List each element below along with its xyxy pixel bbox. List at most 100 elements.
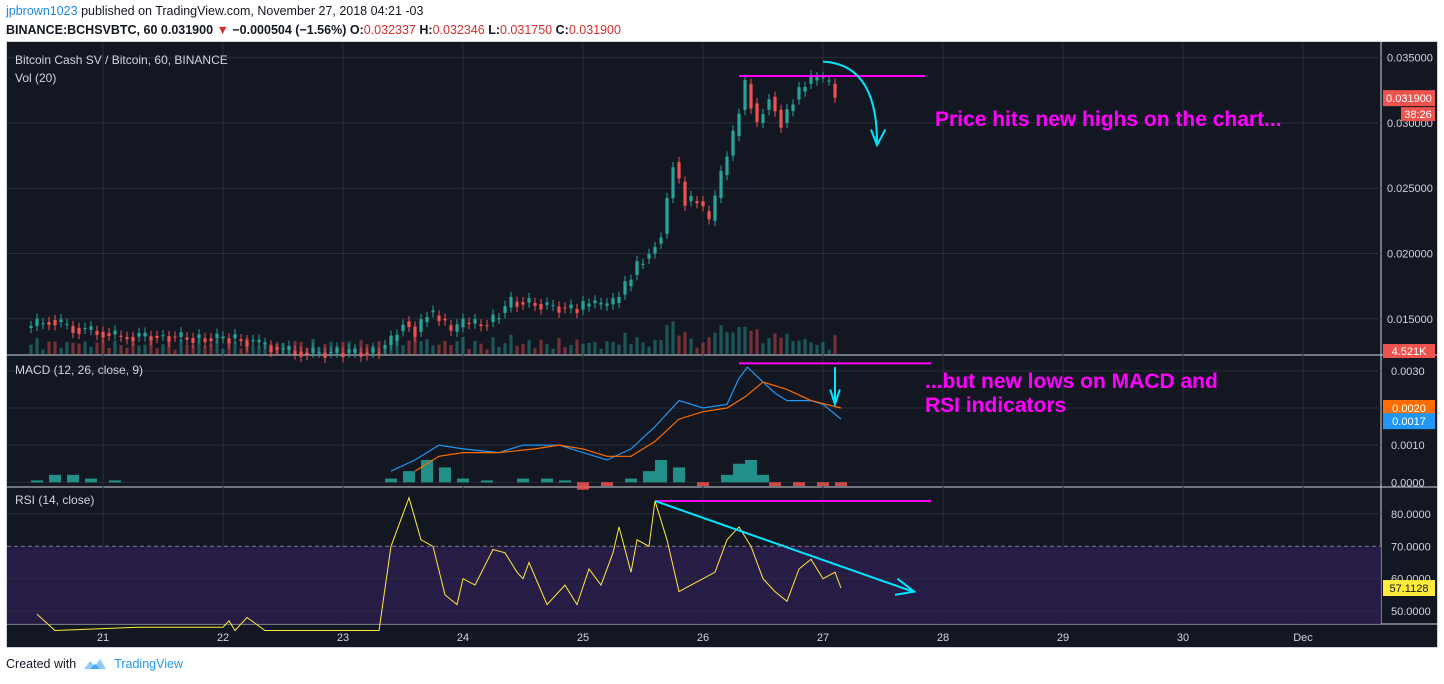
candle-body [575,308,579,314]
candle-body [119,335,123,337]
tradingview-link[interactable]: TradingView [114,657,183,671]
signal-line [414,381,842,472]
candle-body [545,302,549,305]
created-with-text: Created with [6,657,77,671]
macd-histogram-bar [643,471,655,483]
symbol-label: BINANCE:BCHSVBTC, 60 [6,23,158,37]
volume-badge [1383,344,1435,358]
high-label: H: [419,23,433,37]
volume-bar [653,339,657,354]
candle-body [467,322,471,325]
rsi-trend-arrow [654,500,914,593]
candle-body [317,352,321,354]
candle-body [833,83,837,98]
volume-bar [671,321,675,354]
candle-body [695,201,699,204]
macd-annotation-line2: RSI indicators [925,394,1066,417]
macd-histogram-bar [457,478,469,483]
candle-body [281,348,285,350]
x-tick-label: Dec [1293,632,1313,644]
publish-line: jpbrown1023 published on TradingView.com… [6,2,1436,21]
volume-bar [83,341,87,354]
macd-histogram-bar [745,460,757,483]
volume-bar [191,345,195,354]
open-value: 0.032337 [363,23,416,37]
candle-body [773,96,777,112]
macd-histogram-bar [835,482,847,486]
volume-bar [785,333,789,354]
candle-body [461,318,465,328]
macd-histogram-bar [769,482,781,486]
candle-body [449,325,453,331]
candle-body [527,298,531,303]
volume-bar [125,347,129,354]
candle-body [599,302,603,305]
macd-histogram-bar [721,474,733,483]
macd-histogram-bar [439,467,451,483]
price-tick-label: 0.020000 [1387,248,1433,260]
candle-body [215,333,219,339]
volume-bar [557,337,561,354]
high-value: 0.032346 [432,23,485,37]
macd-histogram-bar [697,482,709,486]
candle-body [515,301,519,307]
volume-bar [593,342,597,354]
macd-histogram-bar [559,480,571,483]
price-pane-title: Bitcoin Cash SV / Bitcoin, 60, BINANCE [15,53,228,67]
candle-body [455,324,459,332]
volume-bar [755,329,759,354]
candle-body [137,332,141,337]
volume-bar [599,348,603,354]
chart-svg[interactable]: 21 22 23 24 25 26 27 28 29 30 Dec0.0350000.0300000… [7,42,1438,648]
volume-bar [47,341,51,354]
candle-body [671,167,675,198]
tradingview-logo-icon [84,659,107,669]
candle-body [185,337,189,340]
candle-body [35,318,39,326]
macd-histogram-bar [517,478,529,483]
candle-body [803,86,807,92]
candle-body [389,335,393,345]
volume-bar [413,337,417,354]
candle-body [311,347,315,353]
volume-bar [623,332,627,354]
candle-body [179,332,183,338]
candle-body [713,195,717,221]
candle-body [797,87,801,100]
volume-bar [659,340,663,354]
candle-body [65,323,69,325]
low-label: L: [488,23,500,37]
rsi-badge [1383,580,1435,597]
volume-bar [641,342,645,354]
volume-title: Vol (20) [15,71,56,85]
candle-body [749,83,753,109]
candle-body [275,347,279,350]
chart-area[interactable]: 21 22 23 24 25 26 27 28 29 30 Dec 0.035000 0.030000 0… [6,41,1438,648]
macd-histogram-bar [577,482,589,490]
candle-body [347,349,351,353]
candle-body [431,310,435,313]
candle-body [95,330,99,335]
candle-body [239,339,243,342]
candle-body [557,306,561,313]
volume-bar [821,342,825,354]
candle-body [683,181,687,206]
close-value: 0.031900 [568,23,621,37]
candle-body [101,331,105,338]
candle-body [335,347,339,353]
candle-body [77,327,81,334]
rsi-pane-title: RSI (14, close) [15,493,94,507]
close-label: C: [555,23,569,37]
author-link[interactable]: jpbrown1023 [6,4,78,18]
volume-bar [95,342,99,354]
volume-bar [575,339,579,354]
macd-histogram-bar [625,478,637,483]
volume-bar [491,337,495,354]
candle-body [47,322,51,325]
candle-body [689,196,693,202]
candle-body [821,76,825,78]
macd-pane-title: MACD (12, 26, close, 9) [15,363,143,377]
candle-body [611,298,615,305]
volume-bar [695,347,699,354]
footer: Created with TradingView [6,657,183,671]
